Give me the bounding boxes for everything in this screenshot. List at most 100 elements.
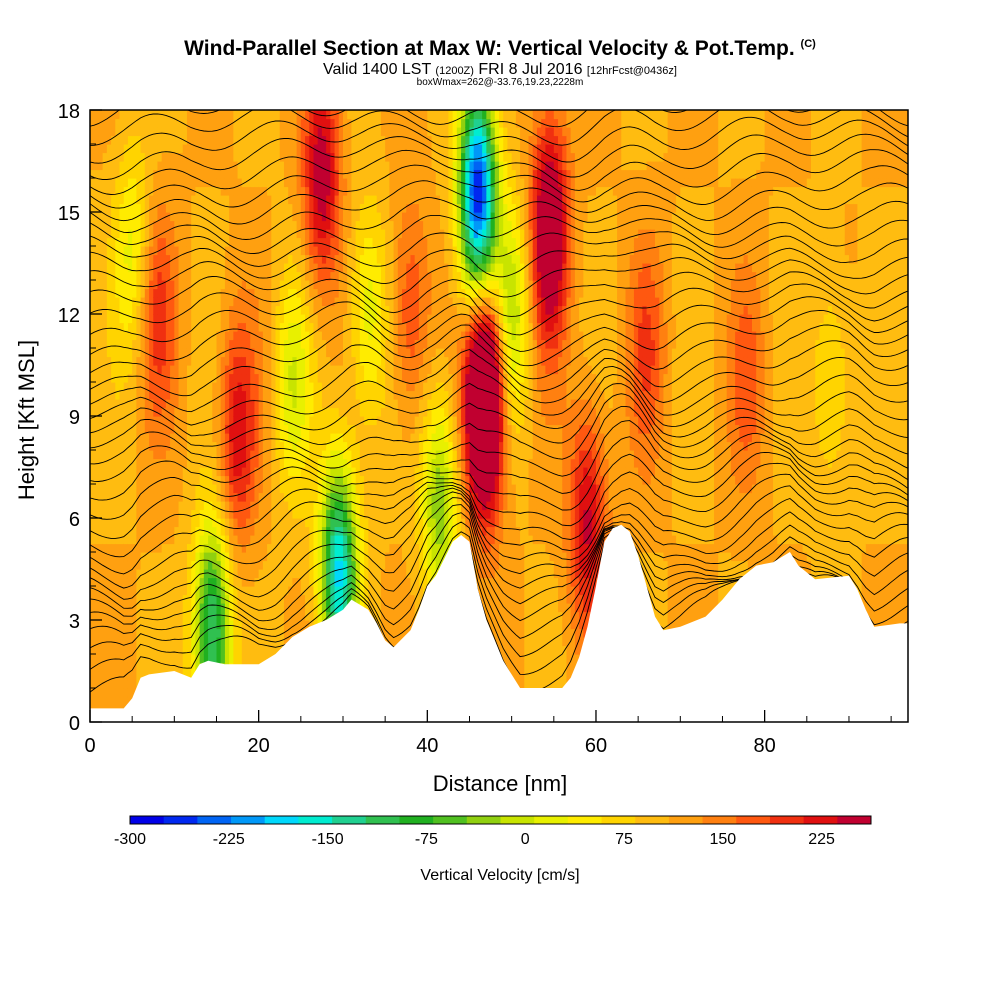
velocity-cell: [283, 263, 289, 273]
velocity-cell: [326, 450, 331, 460]
velocity-cell: [364, 246, 369, 256]
velocity-cell: [326, 399, 331, 409]
velocity-cell: [208, 475, 213, 485]
velocity-cell: [182, 144, 188, 154]
subtitle-forecast: [12hrFcst@0436z]: [586, 65, 677, 77]
velocity-cell: [262, 501, 268, 511]
velocity-cell: [153, 229, 159, 239]
velocity-cell: [186, 271, 192, 281]
velocity-cell: [347, 322, 353, 332]
velocity-cell: [182, 254, 188, 264]
velocity-cell: [279, 399, 285, 409]
velocity-cell: [376, 186, 382, 196]
velocity-cell: [283, 450, 289, 460]
velocity-cell: [275, 492, 281, 502]
velocity-cell: [157, 535, 163, 545]
velocity-cell: [271, 526, 277, 536]
velocity-cell: [140, 118, 146, 128]
velocity-cell: [330, 569, 336, 579]
velocity-cell: [115, 441, 121, 451]
velocity-cell: [220, 560, 226, 570]
velocity-cell: [98, 492, 104, 502]
velocity-cell: [359, 110, 365, 120]
velocity-cell: [296, 271, 302, 281]
velocity-cell: [182, 645, 188, 655]
velocity-cell: [313, 518, 319, 528]
velocity-cell: [317, 458, 323, 468]
velocity-cell: [359, 509, 365, 519]
velocity-cell: [262, 509, 268, 519]
velocity-cell: [283, 637, 289, 647]
velocity-cell: [136, 645, 142, 655]
velocity-cell: [305, 594, 310, 604]
velocity-cell: [351, 560, 357, 570]
velocity-cell: [94, 144, 100, 154]
velocity-cell: [170, 509, 175, 519]
velocity-cell: [106, 450, 112, 460]
velocity-cell: [355, 577, 361, 587]
velocity-cell: [338, 467, 344, 477]
velocity-cell: [106, 484, 112, 494]
velocity-cell: [132, 348, 137, 358]
velocity-cell: [296, 212, 302, 222]
velocity-cell: [359, 399, 365, 409]
velocity-cell: [246, 186, 251, 196]
velocity-cell: [233, 118, 239, 128]
velocity-cell: [326, 212, 331, 222]
velocity-cell: [90, 501, 95, 511]
velocity-cell: [292, 552, 298, 562]
velocity-cell: [115, 603, 121, 613]
velocity-cell: [224, 110, 230, 120]
velocity-cell: [165, 518, 171, 528]
velocity-cell: [233, 110, 239, 120]
velocity-cell: [250, 475, 256, 485]
velocity-cell: [347, 543, 353, 553]
velocity-cell: [351, 526, 357, 536]
velocity-cell: [347, 458, 353, 468]
velocity-cell: [372, 144, 378, 154]
velocity-cell: [90, 271, 95, 281]
velocity-cell: [94, 569, 100, 579]
velocity-cell: [258, 458, 264, 468]
velocity-cell: [237, 407, 243, 417]
velocity-cell: [338, 237, 344, 247]
velocity-cell: [342, 416, 348, 426]
velocity-cell: [305, 467, 310, 477]
velocity-cell: [326, 467, 331, 477]
velocity-cell: [140, 322, 146, 332]
velocity-cell: [246, 518, 251, 528]
velocity-cell: [233, 339, 239, 349]
velocity-cell: [212, 280, 218, 290]
velocity-cell: [321, 186, 327, 196]
velocity-cell: [351, 288, 357, 298]
velocity-cell: [208, 458, 213, 468]
velocity-cell: [342, 178, 348, 188]
velocity-cell: [191, 305, 197, 315]
velocity-cell: [165, 467, 171, 477]
velocity-cell: [157, 297, 163, 307]
velocity-cell: [102, 127, 108, 137]
velocity-cell: [186, 169, 192, 179]
velocity-cell: [119, 484, 125, 494]
velocity-cell: [305, 365, 310, 375]
velocity-cell: [216, 246, 222, 256]
velocity-cell: [102, 118, 108, 128]
velocity-cell: [191, 339, 197, 349]
velocity-cell: [174, 509, 180, 519]
velocity-cell: [254, 433, 260, 443]
velocity-cell: [254, 365, 260, 375]
velocity-cell: [136, 280, 142, 290]
velocity-cell: [132, 501, 137, 511]
velocity-cell: [115, 492, 121, 502]
velocity-cell: [174, 450, 180, 460]
velocity-cell: [178, 569, 184, 579]
velocity-cell: [115, 594, 121, 604]
velocity-cell: [355, 382, 361, 392]
velocity-cell: [262, 645, 268, 655]
velocity-cell: [233, 509, 239, 519]
velocity-cell: [321, 416, 327, 426]
velocity-cell: [229, 169, 234, 179]
velocity-cell: [246, 569, 251, 579]
velocity-cell: [161, 297, 167, 307]
velocity-cell: [182, 212, 188, 222]
